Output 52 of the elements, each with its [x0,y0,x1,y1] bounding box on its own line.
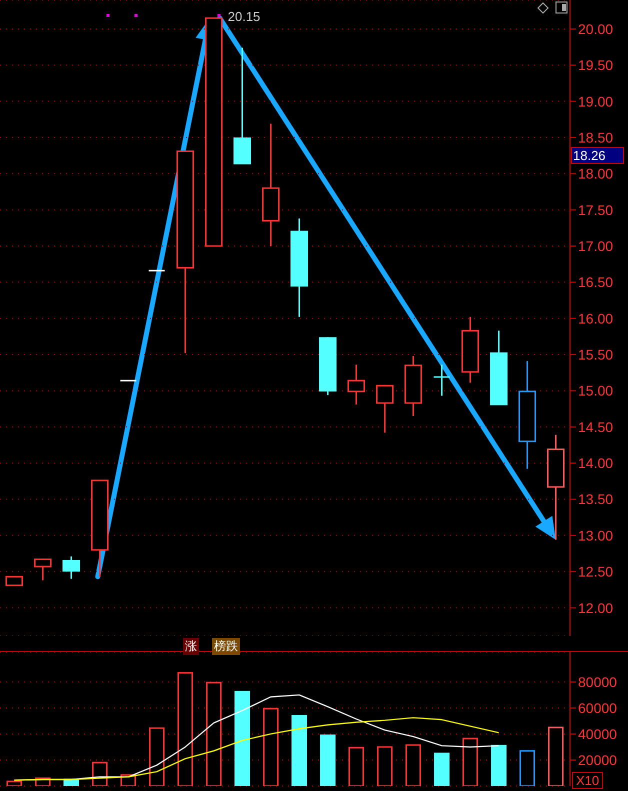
annotation: 涨 [183,638,199,655]
candlestick [547,434,565,541]
y-tick-label: 15.50 [578,346,614,363]
bar [377,746,393,786]
bar [548,726,564,786]
y-tick-label: 80000 [578,674,618,690]
y-tick-label: 18.50 [578,129,614,146]
y-tick-label: 40000 [578,726,618,742]
bar [292,715,308,786]
y-tick-label: 19.50 [578,57,614,74]
bar [491,744,507,786]
annotation: 榜跌 [212,638,240,655]
y-tick-label: 20.00 [578,20,614,37]
y-tick-label: 17.00 [578,238,614,254]
y-tick-label: 20000 [578,752,618,768]
bar [406,744,422,786]
y-tick-label: 18.00 [578,166,614,182]
annotation: 20.15 [228,9,260,24]
y-tick-label: 60000 [578,700,618,716]
y-tick-label: 12.50 [578,564,614,580]
candlestick [262,122,280,247]
y-tick-label: 13.00 [578,527,614,544]
y-tick-label: 15.00 [578,382,614,399]
candlestick [290,218,308,318]
candlestick [462,316,480,384]
text: X10 [572,772,604,789]
y-tick-label: 14.00 [578,455,614,472]
y-tick-label: 14.50 [578,418,614,435]
bar [92,762,108,786]
bar [434,752,450,786]
candlestick [433,364,451,397]
line-series [14,717,500,781]
y-tick-label: 19.00 [578,93,614,110]
y-tick-label: 16.00 [578,310,614,326]
bar [178,672,194,786]
y-tick-label: 12.00 [578,600,614,616]
bar [520,750,536,786]
bar [320,734,336,786]
bar [149,727,165,786]
bar [6,780,22,786]
y-tick-label: 17.50 [578,202,614,218]
bar [263,708,279,786]
candlestick [348,364,366,406]
bar [348,746,364,786]
bar [462,738,478,786]
candlestick [404,355,422,417]
bar [206,682,222,786]
bar [234,690,250,786]
candlestick [518,360,536,470]
text: 18.26 [571,147,624,164]
y-tick-label: 16.50 [578,274,614,290]
y-tick-label: 13.50 [578,491,614,508]
